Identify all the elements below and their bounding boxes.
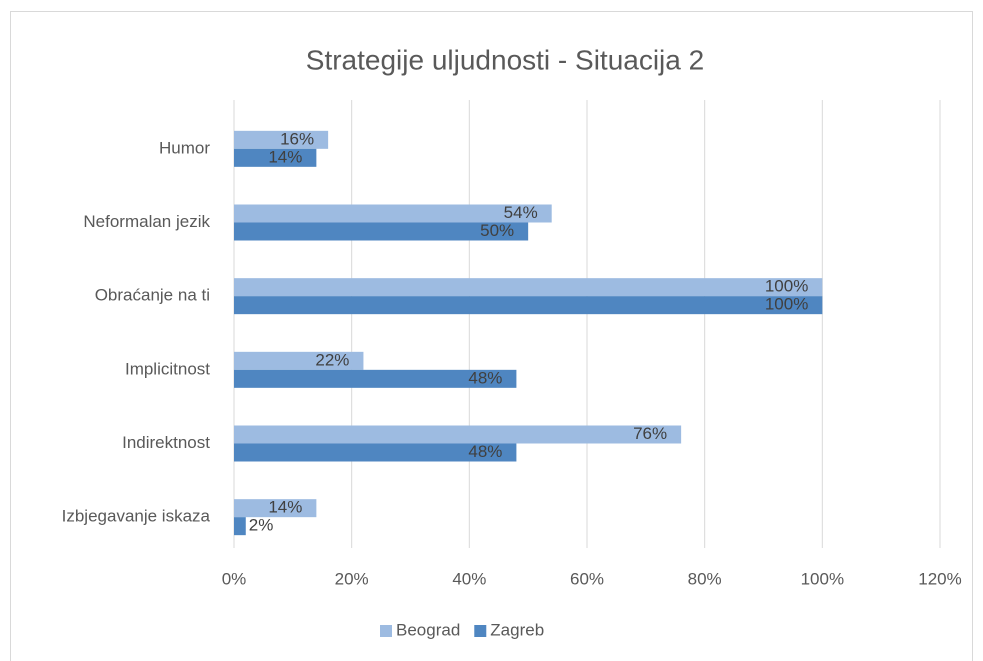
y-tick-label: Indirektnost [122,433,210,452]
bar [234,499,317,518]
data-label: 14% [268,498,302,517]
data-label: 76% [633,424,667,443]
data-label: 48% [468,442,502,461]
data-label: 48% [468,368,502,387]
y-tick-label: Izbjegavanje iskaza [62,507,211,526]
bar [234,148,317,167]
x-tick-label: 120% [918,569,961,588]
legend-swatch [474,625,487,637]
data-label: 2% [249,516,274,535]
legend-label: Zagreb [490,620,544,639]
bar [234,130,329,149]
x-tick-label: 0% [222,569,247,588]
y-tick-label: Obraćanje na ti [95,286,210,305]
bar [234,369,517,388]
y-tick-label: Humor [159,138,210,157]
x-tick-label: 60% [570,569,604,588]
chart-title: Strategije uljudnosti - Situacija 2 [306,44,704,75]
legend-label: Beograd [396,620,460,639]
bar [234,222,529,241]
data-label: 100% [765,277,808,296]
bar [234,425,682,444]
chart-border [10,11,973,661]
x-tick-label: 20% [335,569,369,588]
bar [234,443,517,462]
y-tick-label: Neformalan jezik [83,212,210,231]
x-tick-label: 80% [688,569,722,588]
data-label: 14% [268,147,302,166]
x-tick-label: 40% [452,569,486,588]
data-label: 50% [480,221,514,240]
bar [234,351,364,370]
bar [234,296,823,315]
bar [234,278,823,297]
legend-swatch [380,625,392,637]
data-label: 100% [765,295,808,314]
data-label: 54% [504,203,538,222]
bar [234,204,552,223]
data-label: 22% [315,350,349,369]
data-label: 16% [280,129,314,148]
y-tick-label: Implicitnost [125,359,210,378]
x-tick-label: 100% [801,569,844,588]
bar [234,517,246,536]
